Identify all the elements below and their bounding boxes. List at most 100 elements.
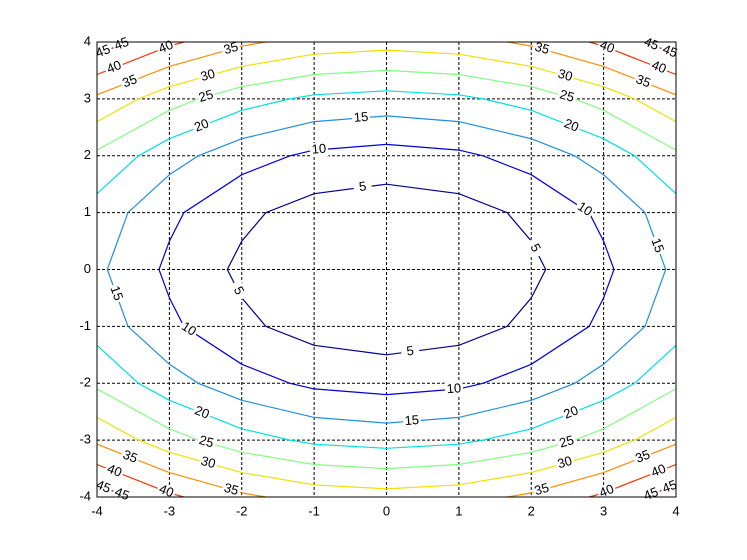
- contour-label-bg: [110, 34, 133, 55]
- contour-label-bg: [92, 477, 115, 498]
- contour-label: 10: [446, 380, 462, 396]
- contour-label: 35: [533, 39, 551, 57]
- contour-label-group: 30: [554, 66, 576, 86]
- contour-label-group: 30: [197, 66, 219, 86]
- contour-label-group: 35: [119, 447, 141, 468]
- contour-label-bg: [556, 433, 578, 452]
- contour-label-group: 5: [352, 178, 373, 196]
- contour-label-group: 35: [531, 39, 553, 59]
- contour-label: 5: [358, 178, 367, 194]
- contour-label: 45: [642, 34, 661, 53]
- x-tick-label: 1: [455, 503, 462, 518]
- x-tick-label: -3: [164, 503, 176, 518]
- contour-label-bg: [560, 403, 583, 423]
- contour-label: 15: [648, 236, 667, 255]
- y-tick-label: 1: [84, 204, 91, 219]
- contour-label-bg: [647, 234, 667, 257]
- contour-label-bg: [531, 39, 553, 59]
- contour-label-bg: [351, 110, 371, 126]
- contour-label-group: 20: [190, 402, 213, 423]
- contour-label: 45: [112, 34, 131, 53]
- contour-label-bg: [658, 477, 681, 498]
- contour-label: 25: [197, 432, 215, 450]
- contour-label-group: 20: [560, 115, 583, 136]
- y-tick-label: 0: [84, 261, 91, 276]
- contour-label-bg: [444, 381, 464, 397]
- contour-label-group: 35: [531, 480, 553, 500]
- contour-label: 20: [562, 115, 581, 134]
- contour-label: 45: [113, 484, 132, 503]
- contour-label-bg: [400, 343, 421, 360]
- contour-label: 35: [633, 447, 652, 466]
- contour-label-group: 15: [647, 234, 668, 257]
- contour-line: [96, 90, 677, 195]
- contour-label-bg: [103, 461, 126, 482]
- contour-label-group: 20: [560, 402, 583, 423]
- contour-label-group: 40: [155, 37, 178, 58]
- contour-label: 30: [556, 453, 574, 471]
- contour-label-bg: [640, 484, 663, 505]
- contour-label: 25: [558, 86, 576, 104]
- contour-label-bg: [227, 279, 249, 303]
- x-tick-label: 2: [528, 503, 535, 518]
- y-tick-label: -1: [79, 318, 91, 333]
- contour-label-group: 40: [103, 57, 126, 78]
- contour-label-group: 40: [155, 481, 178, 502]
- contour-label-group: 30: [197, 453, 219, 473]
- contour-label-group: 20: [190, 115, 213, 136]
- y-tick-label: -2: [79, 375, 91, 390]
- contour-label-bg: [177, 318, 200, 341]
- contour-label-group: 25: [195, 86, 217, 106]
- contour-label-bg: [554, 453, 576, 473]
- contour-label-group: 45: [658, 477, 681, 498]
- contour-label-group: 15: [402, 412, 422, 429]
- contour-label: 20: [192, 115, 211, 134]
- contour-label-group: 45: [92, 41, 115, 62]
- x-tick-label: -2: [236, 503, 248, 518]
- contour-label-group: 15: [106, 282, 127, 305]
- contour-line: [226, 183, 547, 356]
- contour-label-bg: [106, 282, 126, 305]
- contour-label-bg: [190, 403, 213, 423]
- contour-label-group: 35: [220, 39, 242, 59]
- x-tick-label: -1: [308, 503, 320, 518]
- contour-label: 15: [353, 109, 369, 125]
- contour-line: [96, 344, 677, 449]
- contour-label-bg: [554, 66, 576, 86]
- contour-label-bg: [352, 179, 373, 196]
- contour-label: 35: [222, 480, 240, 498]
- contour-label-bg: [556, 87, 578, 106]
- contour-label-bg: [402, 413, 422, 429]
- contour-label-group: 15: [351, 109, 371, 126]
- contour-label-group: 40: [595, 481, 618, 502]
- contour-label-group: 30: [554, 453, 576, 473]
- contour-label-group: 10: [309, 141, 329, 158]
- contour-label-bg: [560, 116, 583, 136]
- contour-label-group: 45: [640, 34, 663, 55]
- contour-label-bg: [220, 39, 242, 59]
- contour-label-bg: [573, 198, 596, 221]
- contour-label-bg: [220, 480, 242, 500]
- x-tick-label: -4: [91, 503, 103, 518]
- contour-line: [96, 49, 677, 123]
- contour-label-group: 45: [658, 41, 681, 62]
- contour-label-bg: [103, 57, 126, 78]
- contour-label-bg: [647, 57, 670, 78]
- contour-label-group: 5: [227, 279, 249, 303]
- contour-label-group: 45: [92, 477, 115, 498]
- contour-label-group: 40: [595, 37, 618, 58]
- contour-label: 30: [199, 453, 217, 471]
- y-tick-label: -3: [79, 432, 91, 447]
- contour-line: [96, 388, 677, 470]
- contour-label: 30: [556, 66, 574, 84]
- contour-label: 35: [120, 71, 139, 90]
- contour-label-group: 45: [110, 34, 133, 55]
- contour-label-group: 45: [640, 484, 663, 505]
- contour-label-group: 40: [103, 461, 126, 482]
- contour-label: 10: [311, 141, 327, 157]
- contour-label: 25: [558, 432, 576, 450]
- contour-label-bg: [197, 453, 219, 473]
- contour-label: 15: [404, 412, 420, 428]
- contour-label: 40: [104, 57, 123, 76]
- contour-label-group: 45: [110, 484, 133, 505]
